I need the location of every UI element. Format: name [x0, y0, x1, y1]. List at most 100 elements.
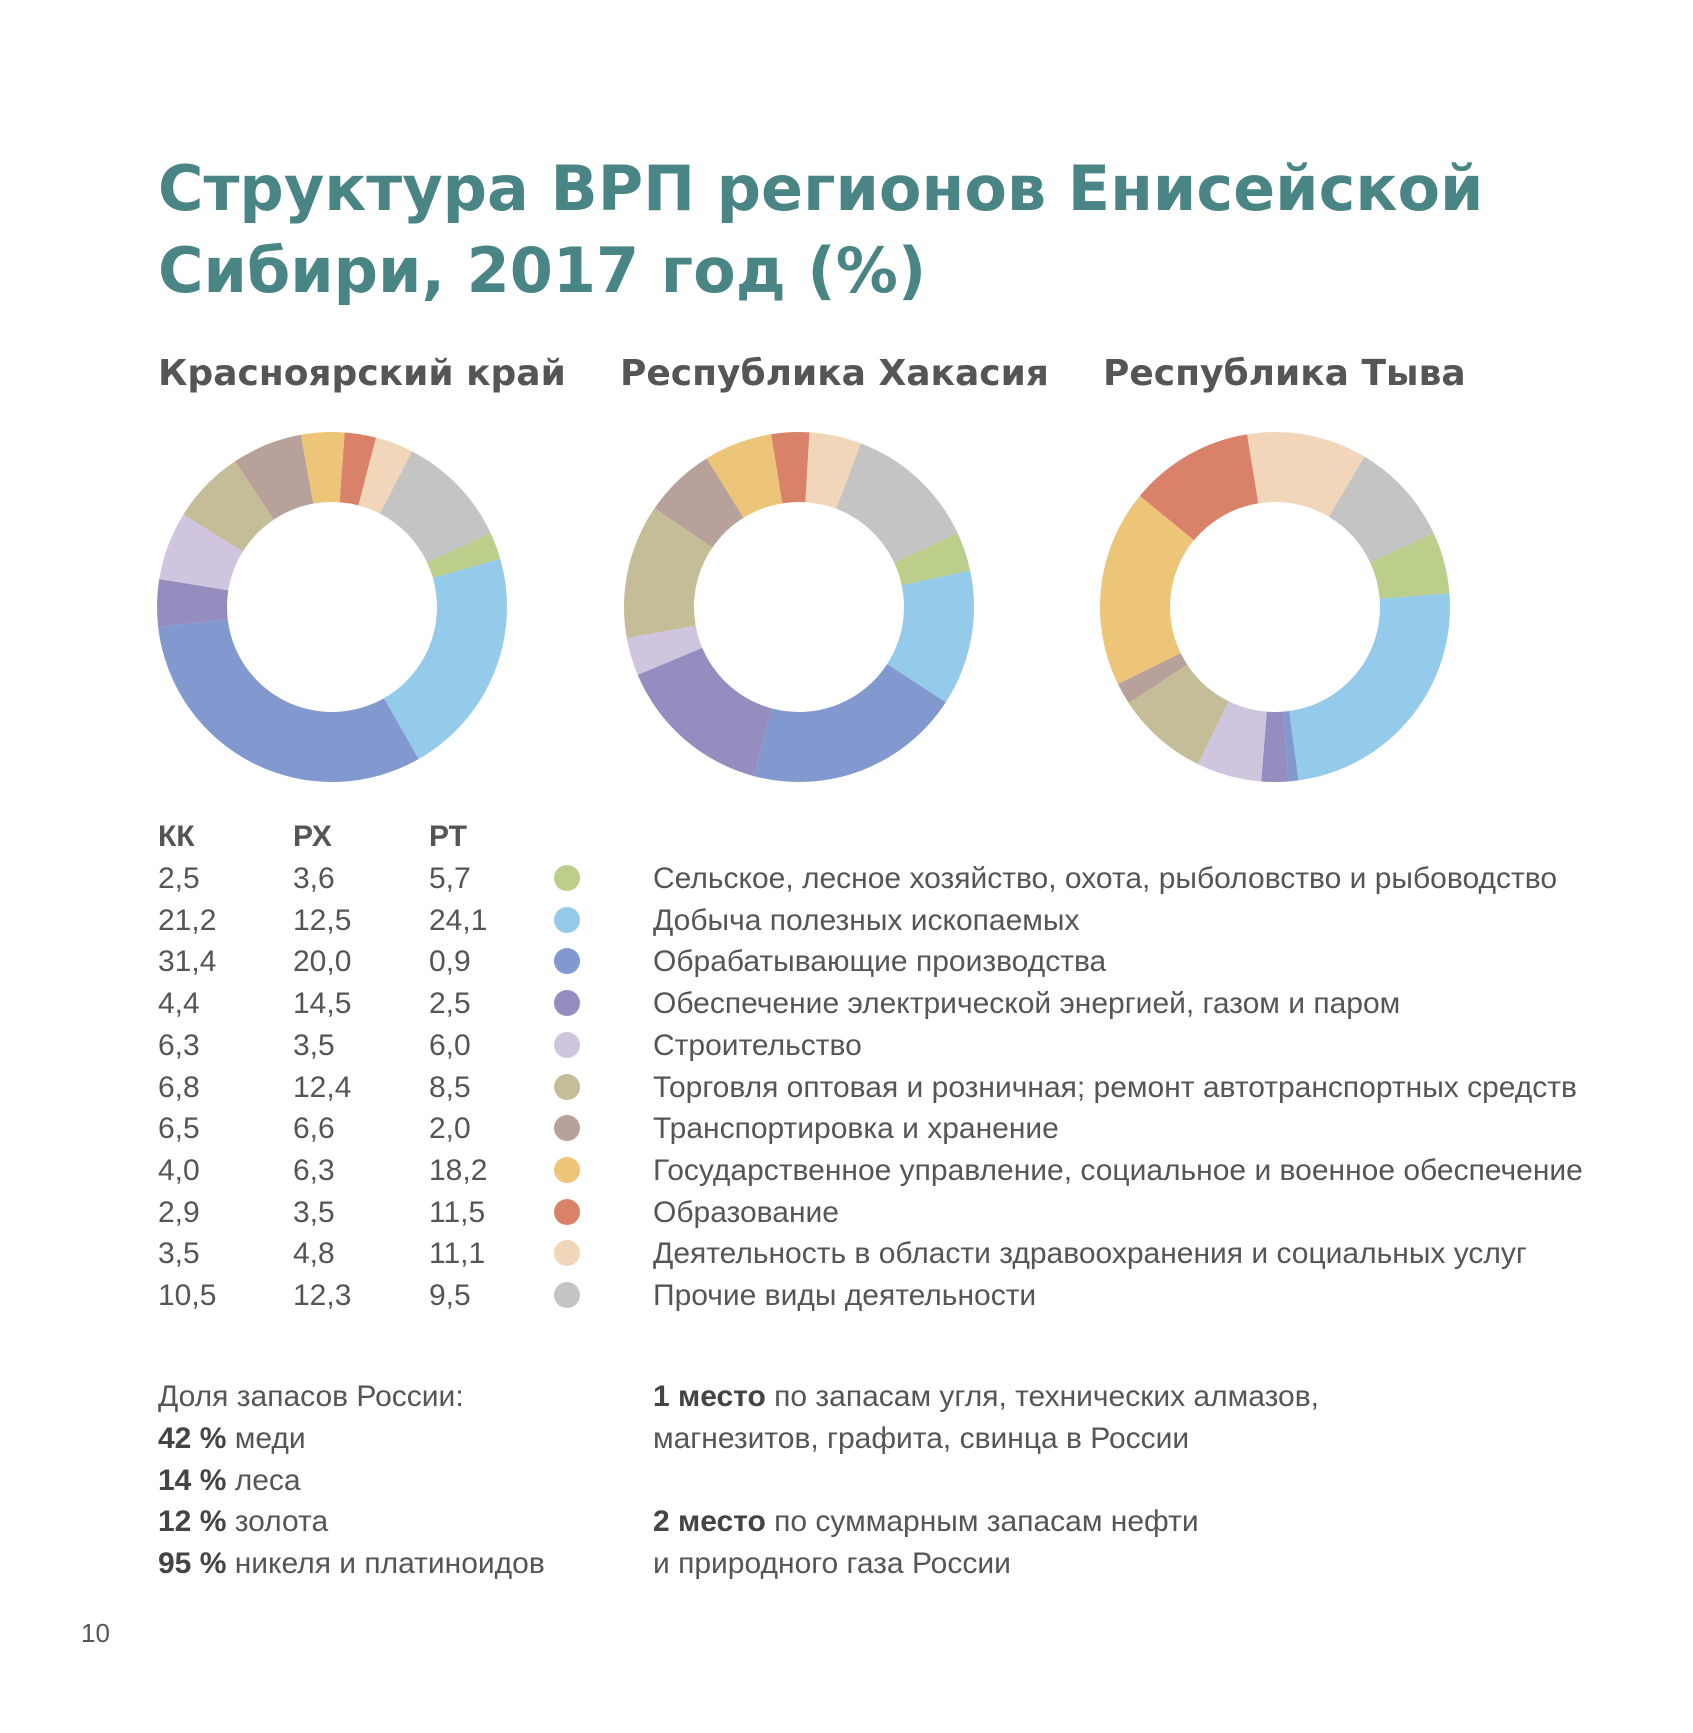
donut-segment: [1247, 432, 1365, 517]
rank: 1 место: [653, 1380, 766, 1413]
table-value: 11,1: [429, 1237, 486, 1271]
table-value: 3,6: [293, 862, 335, 895]
rank-text: магнезитов, графита, свинца в России: [653, 1421, 1190, 1455]
reserve-amount: 12 %: [158, 1505, 227, 1539]
donut-chart: [624, 432, 974, 782]
donut-segment: [235, 434, 314, 520]
legend-label: Обеспечение электрической энергией, газо…: [653, 987, 1401, 1021]
reserve-item: 42 % меди: [158, 1424, 306, 1454]
donut-segment: [1117, 653, 1188, 704]
reserve-amount: 14 %: [158, 1463, 227, 1497]
table-value: 11,5: [429, 1195, 486, 1229]
donut-segment: [1328, 456, 1434, 563]
table-value: 21,2: [158, 903, 217, 937]
donut-chart: [1100, 432, 1450, 782]
table-value: 3,5: [293, 1028, 335, 1062]
table-value: 12,4: [293, 1070, 352, 1104]
donut-segment: [706, 434, 783, 518]
reserve-amount: 95 %: [158, 1547, 227, 1581]
legend-dot: [554, 1282, 580, 1308]
reserve-text: золота: [234, 1505, 329, 1539]
legend-dot: [554, 1115, 580, 1142]
table-value: 2,5: [158, 862, 200, 895]
table-value: 3,5: [293, 1195, 335, 1229]
table-value: 6,3: [293, 1153, 335, 1187]
donut-segment: [339, 432, 377, 506]
reserve-text: никеля и платиноидов: [234, 1547, 545, 1581]
donut-segment: [1283, 711, 1299, 782]
reserves-heading: Доля запасов России:: [158, 1380, 464, 1413]
donut-segment: [1197, 701, 1267, 782]
donut-chart: [157, 432, 508, 782]
table-value: 8,5: [429, 1070, 471, 1104]
table-value: 12,3: [293, 1279, 352, 1312]
legend-label: Обрабатывающие производства: [653, 945, 1107, 979]
reserve-item: 95 % никеля и платиноидов: [158, 1549, 545, 1579]
title-line: Сибири, 2017 год (%): [158, 234, 927, 307]
table-value: 24,1: [429, 903, 488, 937]
rank-text: по суммарным запасам нефти: [774, 1505, 1199, 1538]
legend-dot: [554, 1073, 580, 1100]
legend-dot: [554, 906, 580, 933]
legend-dot: [554, 948, 580, 975]
table-value: 10,5: [158, 1279, 217, 1312]
table-value: 2,9: [158, 1195, 200, 1229]
donut-segment: [753, 664, 946, 782]
donut-segment: [300, 432, 345, 504]
table-value: 0,9: [429, 945, 471, 979]
legend-label: Транспортировка и хранение: [653, 1112, 1059, 1146]
donut-segment: [654, 458, 744, 548]
legend-dot: [554, 1198, 580, 1225]
legend-label: Прочие виды деятельности: [653, 1279, 1037, 1312]
chart-title: Республика Хакасия: [620, 353, 1049, 394]
reserve-item: 14 % леса: [158, 1463, 301, 1497]
reserve-amount: 42 %: [158, 1422, 227, 1455]
donut-segment: [1128, 664, 1229, 765]
column-header: РТ: [429, 820, 467, 853]
legend-label: Строительство: [653, 1028, 862, 1062]
chart-title: Республика Тыва: [1103, 353, 1466, 394]
donut-segment: [427, 533, 501, 579]
donut-segment: [836, 443, 958, 563]
donut-segment: [626, 625, 703, 675]
table-value: 14,5: [293, 987, 352, 1021]
legend-label: Добыча полезных ископаемых: [653, 903, 1080, 937]
legend-label: Деятельность в области здравоохранения и…: [653, 1237, 1527, 1271]
donut-segment: [637, 647, 772, 777]
column-header: РХ: [293, 820, 332, 853]
table-value: 18,2: [429, 1153, 488, 1187]
donut-segment: [805, 432, 861, 509]
rank-text: по запасам угля, технических алмазов,: [774, 1380, 1319, 1413]
legend-label: Торговля оптовая и розничная; ремонт авт…: [653, 1070, 1577, 1104]
legend-label: Государственное управление, социальное и…: [653, 1153, 1583, 1187]
donut-segment: [158, 619, 419, 782]
column-header: КК: [158, 820, 195, 853]
table-value: 20,0: [293, 945, 352, 979]
table-value: 12,5: [293, 903, 352, 937]
donut-segment: [771, 432, 810, 504]
rank-line: 2 место по суммарным запасам нефти: [653, 1507, 1199, 1537]
table-value: 6,6: [293, 1112, 335, 1146]
chart-title: Красноярский край: [158, 353, 566, 394]
reserve-text: леса: [234, 1463, 301, 1497]
donut-segment: [157, 579, 229, 628]
reserve-item: 12 % золота: [158, 1507, 328, 1537]
donut-segment: [379, 451, 491, 563]
table-value: 2,0: [429, 1112, 471, 1146]
donut-segment: [1289, 593, 1450, 781]
page-number: 10: [81, 1618, 110, 1648]
table-value: 31,4: [158, 945, 217, 979]
legend-label: Сельское, лесное хозяйство, охота, рыбол…: [653, 862, 1558, 895]
donut-segment: [1100, 495, 1194, 684]
table-value: 6,5: [158, 1112, 200, 1146]
title-line: Структура ВРП регионов Енисейской: [158, 152, 1484, 225]
reserve-text: меди: [234, 1422, 306, 1455]
donut-segment: [887, 570, 974, 703]
rank: 2 место: [653, 1505, 766, 1538]
table-value: 9,5: [429, 1279, 471, 1312]
donut-segment: [1261, 711, 1289, 782]
table-value: 4,0: [158, 1153, 200, 1187]
legend-dot: [554, 1240, 580, 1267]
donut-segment: [358, 437, 412, 514]
